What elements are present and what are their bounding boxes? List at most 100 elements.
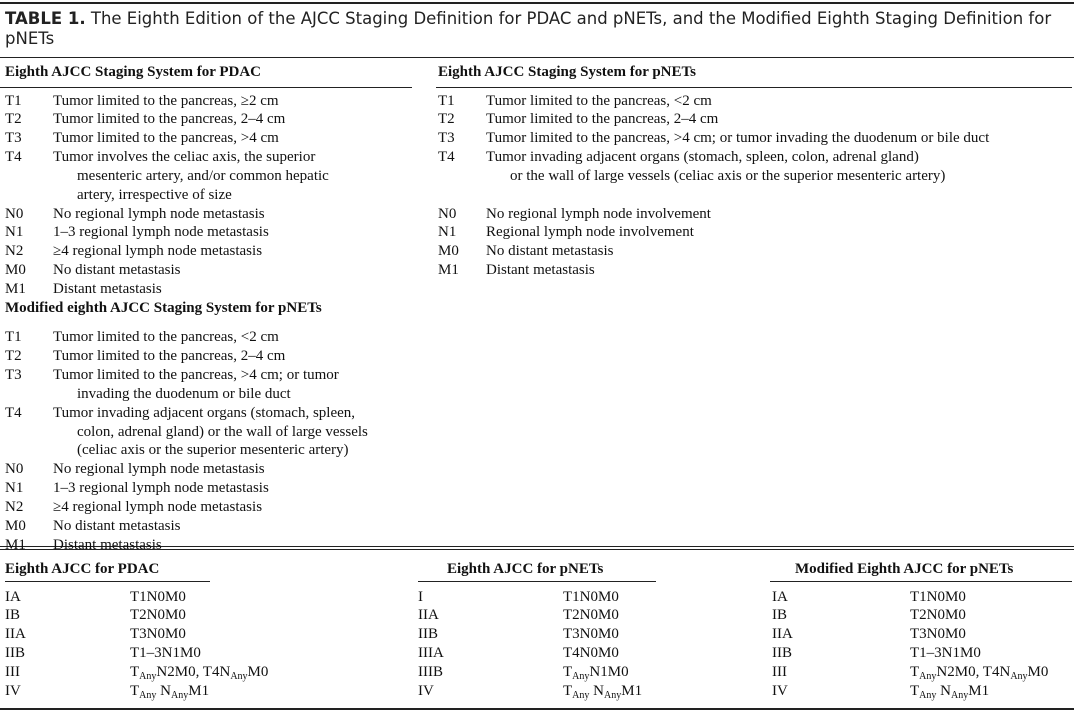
rule bbox=[418, 581, 656, 582]
row-text: Tumor limited to the pancreas, >4 cm bbox=[53, 130, 279, 147]
combo-part: N2M0, T4N bbox=[156, 663, 231, 680]
combo-part: M0 bbox=[1027, 663, 1049, 680]
row-code: T4 bbox=[5, 404, 22, 421]
row-code: T1 bbox=[438, 92, 455, 109]
row-code: T2 bbox=[5, 348, 22, 365]
stage: I bbox=[418, 588, 423, 605]
row-text: 1–3 regional lymph node metastasis bbox=[53, 480, 269, 497]
row-text: Distant metastasis bbox=[486, 262, 595, 279]
row-text: ≥4 regional lymph node metastasis bbox=[53, 499, 263, 515]
stage-combo: TAny NAnyM1 bbox=[910, 682, 989, 701]
row-text: Distant metastasis bbox=[53, 536, 162, 553]
stage-combo: T2N0M0 bbox=[130, 607, 186, 624]
stage: IIB bbox=[772, 645, 792, 662]
stage-combo: T3N0M0 bbox=[563, 626, 619, 643]
stage: IV bbox=[5, 682, 21, 699]
stage-combo: TAnyN1M0 bbox=[563, 663, 629, 682]
subscript: Any bbox=[919, 689, 937, 701]
rule bbox=[436, 87, 1072, 88]
subscript: Any bbox=[1010, 670, 1028, 682]
row-text: (celiac axis or the superior mesenteric … bbox=[77, 442, 349, 459]
combo-part: T bbox=[563, 663, 573, 680]
row-text: Tumor limited to the pancreas, 2–4 cm bbox=[53, 348, 286, 365]
row-code: N0 bbox=[5, 205, 24, 222]
stage: IV bbox=[418, 682, 434, 699]
row-text: No regional lymph node involvement bbox=[486, 205, 711, 222]
row-text: Tumor limited to the pancreas, <2 cm bbox=[53, 329, 279, 346]
row-code: N0 bbox=[438, 205, 457, 222]
table-title: TABLE 1. The Eighth Edition of the AJCC … bbox=[5, 9, 1073, 49]
subscript: Any bbox=[919, 670, 937, 682]
row-code: M0 bbox=[438, 243, 459, 260]
row-text: Tumor limited to the pancreas, ≥2 cm bbox=[53, 92, 279, 109]
stage-combo: T2N0M0 bbox=[910, 607, 966, 624]
row-code: M1 bbox=[5, 536, 26, 553]
row-code: N1 bbox=[5, 224, 24, 241]
row-text: Tumor invading adjacent organs (stomach,… bbox=[486, 149, 919, 166]
rule bbox=[0, 549, 1074, 550]
rule bbox=[0, 546, 1074, 547]
stage-combo: TAny NAnyM1 bbox=[563, 682, 642, 701]
row-text: No distant metastasis bbox=[53, 262, 181, 279]
stage: III bbox=[5, 663, 20, 680]
combo-part: N1M0 bbox=[589, 663, 629, 680]
rule bbox=[0, 57, 1074, 58]
row-text: Regional lymph node involvement bbox=[486, 224, 694, 241]
subscript: Any bbox=[171, 689, 189, 701]
section-heading: Eighth AJCC Staging System for pNETs bbox=[438, 63, 696, 80]
row-text: or the wall of large vessels (celiac axi… bbox=[510, 167, 946, 184]
combo-part: T bbox=[910, 682, 920, 699]
row-code: T1 bbox=[5, 92, 22, 109]
stage-heading: Modified Eighth AJCC for pNETs bbox=[795, 560, 1014, 577]
row-text: Tumor limited to the pancreas, >4 cm; or… bbox=[486, 130, 990, 147]
table-label: TABLE 1. bbox=[5, 9, 86, 28]
row-code: M1 bbox=[438, 262, 459, 279]
row-text: 1–3 regional lymph node metastasis bbox=[53, 224, 269, 241]
row-text: No distant metastasis bbox=[53, 517, 181, 534]
combo-part: N2M0, T4N bbox=[936, 663, 1011, 680]
stage-combo: T1–3N1M0 bbox=[910, 645, 981, 662]
subscript: Any bbox=[951, 689, 969, 701]
stage: III bbox=[772, 663, 787, 680]
stage: IA bbox=[5, 588, 21, 605]
stage: IIB bbox=[5, 645, 25, 662]
row-text: colon, adrenal gland) or the wall of lar… bbox=[77, 423, 368, 440]
stage: IIB bbox=[418, 626, 438, 643]
row-code: N2 bbox=[5, 499, 24, 515]
row-code: N1 bbox=[438, 224, 457, 241]
subscript: Any bbox=[604, 689, 622, 701]
subscript: Any bbox=[572, 670, 590, 682]
stage: IV bbox=[772, 682, 788, 699]
stage: IB bbox=[5, 607, 20, 624]
stage: IIIA bbox=[418, 645, 444, 662]
row-code: N2 bbox=[5, 243, 24, 260]
row-text: invading the duodenum or bile duct bbox=[77, 385, 291, 402]
row-code: N0 bbox=[5, 461, 24, 478]
combo-part: M0 bbox=[247, 663, 269, 680]
row-code: T4 bbox=[5, 149, 22, 166]
combo-part: T bbox=[563, 682, 573, 699]
subscript: Any bbox=[230, 670, 248, 682]
stage-combo: T3N0M0 bbox=[130, 626, 186, 643]
stage-heading: Eighth AJCC for pNETs bbox=[447, 560, 604, 577]
row-code: T3 bbox=[5, 130, 22, 147]
combo-part: N bbox=[936, 682, 951, 699]
row-code: T4 bbox=[438, 149, 455, 166]
row-code: T3 bbox=[438, 130, 455, 147]
row-text: Tumor limited to the pancreas, 2–4 cm bbox=[53, 111, 286, 128]
stage: IA bbox=[772, 588, 788, 605]
row-code: T2 bbox=[438, 111, 455, 128]
combo-part: N bbox=[589, 682, 604, 699]
combo-part: T bbox=[130, 682, 140, 699]
row-code: T2 bbox=[5, 111, 22, 128]
section-heading: Modified eighth AJCC Staging System for … bbox=[5, 300, 322, 317]
stage: IIA bbox=[772, 626, 793, 643]
combo-part: M1 bbox=[968, 682, 990, 699]
stage-combo: T1N0M0 bbox=[130, 588, 186, 605]
row-text: Tumor limited to the pancreas, >4 cm; or… bbox=[53, 367, 339, 384]
stage: IIIB bbox=[418, 663, 443, 680]
stage-combo: T3N0M0 bbox=[910, 626, 966, 643]
row-text: artery, irrespective of size bbox=[77, 186, 232, 203]
row-text: Tumor invading adjacent organs (stomach,… bbox=[53, 404, 356, 421]
